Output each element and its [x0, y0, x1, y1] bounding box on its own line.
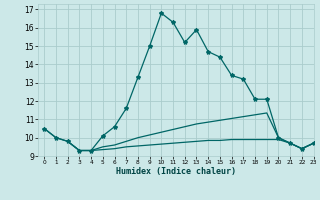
X-axis label: Humidex (Indice chaleur): Humidex (Indice chaleur)	[116, 167, 236, 176]
